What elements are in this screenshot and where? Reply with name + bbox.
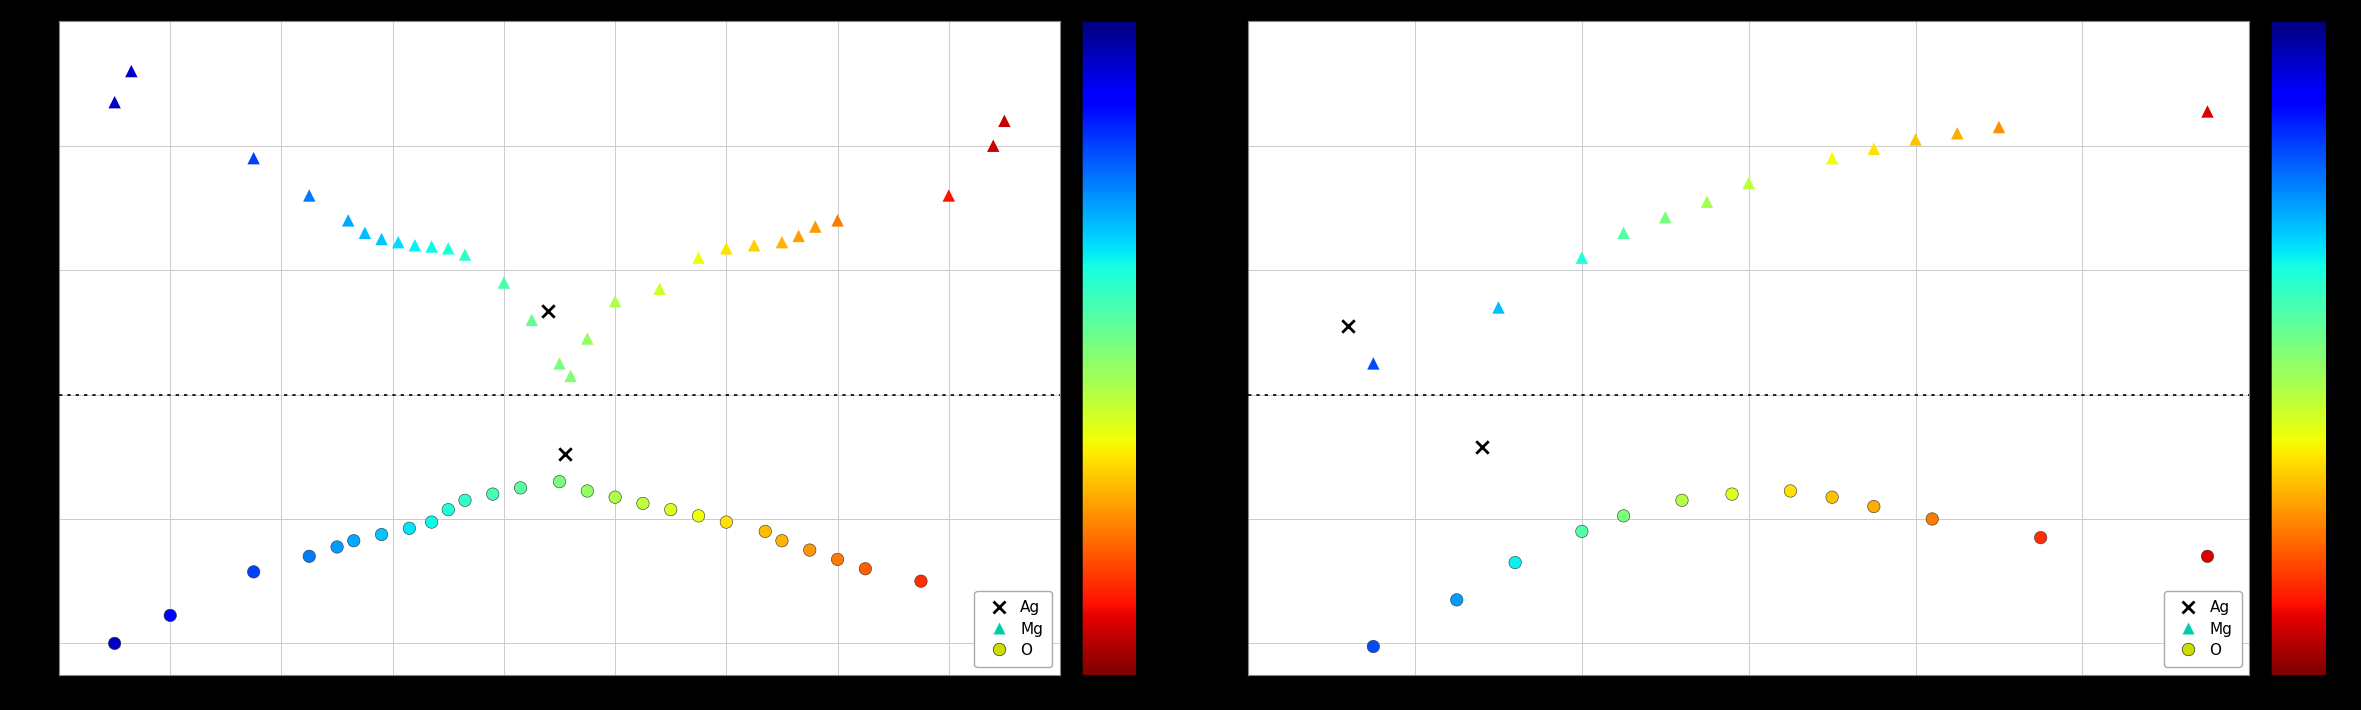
Point [623,498,661,509]
Point [97,97,135,108]
Point [541,476,578,487]
Point [552,370,590,381]
Point [1605,510,1643,522]
Point [347,227,385,239]
Point [335,535,373,547]
Point [446,495,484,506]
Point [1355,641,1393,652]
Point [2189,551,2226,562]
Point [819,214,857,226]
Point [1605,227,1643,239]
Point [930,190,968,201]
Point [430,243,467,254]
Point [640,283,678,295]
Point [1813,491,1851,503]
Legend: Ag, Mg, O: Ag, Mg, O [2163,591,2241,667]
Point [652,504,689,515]
Point [848,563,885,574]
Point [597,295,635,307]
Point [1688,196,1726,207]
Point [113,65,151,77]
Point [975,140,1013,151]
Point [734,239,772,251]
Point [1912,513,1950,525]
Point [1464,442,1502,453]
Point [779,230,817,241]
Point [234,566,272,577]
Point [234,153,272,164]
Point [364,529,401,540]
Point [708,516,746,528]
Point [430,504,467,515]
Point [97,638,135,649]
Point [1714,488,1752,500]
Point [1856,143,1894,155]
Point [1662,495,1700,506]
Point [680,510,718,522]
Point [1646,212,1683,223]
Point [975,606,1013,618]
Point [1771,486,1809,497]
Point [763,236,800,248]
Point [364,234,401,245]
Point [380,236,418,248]
Point [545,448,583,459]
Point [1497,557,1535,568]
Point [597,491,635,503]
Point [1896,133,1934,145]
Point [446,249,484,261]
Point [1813,153,1851,164]
Point [1563,525,1601,537]
Point [328,214,366,226]
Point [397,239,434,251]
Point [1856,501,1894,512]
Point [290,190,328,201]
Point [746,525,784,537]
Point [512,315,550,326]
Point [319,541,357,552]
Point [290,551,328,562]
Point [501,482,538,493]
Point [985,115,1022,126]
Legend: Ag, Mg, O: Ag, Mg, O [975,591,1053,667]
Point [390,523,427,534]
Point [1438,594,1476,606]
Point [796,221,833,232]
Point [569,333,607,344]
Point [2021,532,2059,543]
Point [1329,320,1367,332]
Point [1355,358,1393,369]
Point [413,241,451,252]
Point [1981,121,2019,133]
Point [1938,128,1976,139]
Point [413,516,451,528]
Point [791,545,829,556]
Point [819,554,857,565]
Point [680,252,718,263]
Point [2189,106,2226,117]
Point [541,358,578,369]
Point [484,277,522,288]
Point [1563,252,1601,263]
Point [708,243,746,254]
Point [529,305,567,316]
Point [902,576,940,587]
Point [475,488,512,500]
Point [1480,302,1518,313]
Point [1731,178,1768,189]
Point [151,610,189,621]
Point [763,535,800,547]
Point [985,631,1022,643]
Point [569,486,607,497]
